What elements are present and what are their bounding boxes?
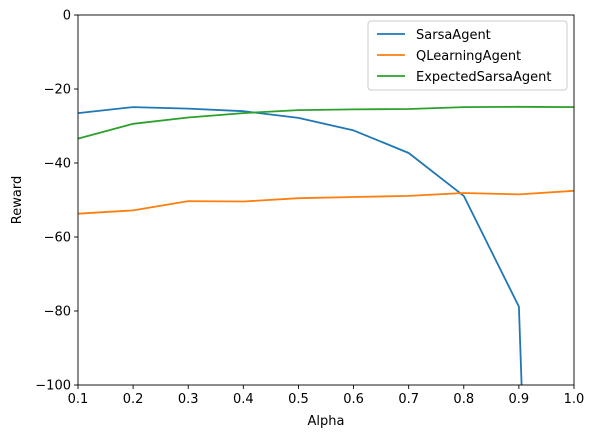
plot-frame	[77, 14, 575, 386]
y-axis: −100 −80 −60 −40 −20 0	[35, 9, 78, 394]
x-tick-label: 0.2	[123, 392, 144, 407]
series-line-1	[77, 189, 575, 215]
x-tick-label: 1.0	[564, 392, 585, 407]
x-tick-label: 0.8	[453, 392, 474, 407]
x-tick-label: 0.6	[343, 392, 364, 407]
legend-box	[367, 20, 568, 91]
x-axis-label: Alpha	[308, 414, 345, 429]
series-line-2	[77, 105, 575, 140]
series-line-0	[77, 106, 523, 386]
y-axis-label: Reward	[10, 176, 25, 224]
x-tick-label: 0.3	[178, 392, 199, 407]
x-tick-label: 0.5	[288, 392, 309, 407]
y-tick-label: −40	[44, 157, 71, 172]
y-tick-label: −80	[44, 305, 71, 320]
y-tick-label: 0	[63, 9, 71, 24]
legend-label-qlearning: QLearningAgent	[416, 49, 521, 64]
series-layer	[77, 105, 575, 386]
y-tick-label: −60	[44, 231, 71, 246]
x-tick-label: 0.4	[233, 392, 254, 407]
legend-label-expected-sarsa: ExpectedSarsaAgent	[416, 70, 551, 85]
x-tick-label: 0.7	[398, 392, 419, 407]
legend-label-sarsa: SarsaAgent	[416, 28, 491, 43]
x-tick-label: 0.1	[68, 392, 89, 407]
y-tick-label: −20	[44, 83, 71, 98]
y-tick-label: −100	[35, 379, 71, 394]
legend: SarsaAgent QLearningAgent ExpectedSarsaA…	[367, 20, 568, 91]
x-axis: 0.1 0.2 0.3 0.4 0.5 0.6 0.7 0.8 0.9 1.0	[68, 385, 585, 407]
x-tick-label: 0.9	[509, 392, 530, 407]
